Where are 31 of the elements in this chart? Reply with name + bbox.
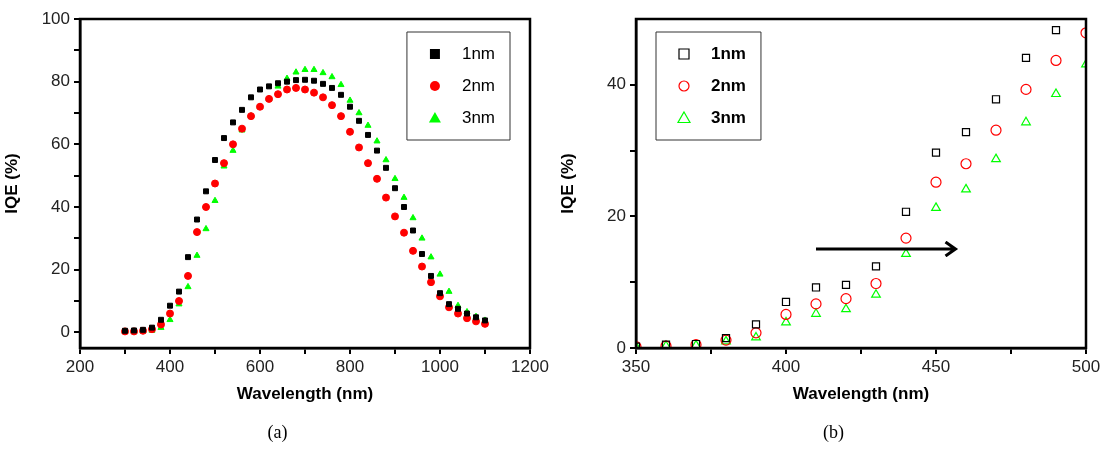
y-tick-label: 0 (616, 337, 626, 357)
legend-label: 1nm (711, 43, 746, 63)
x-tick-label: 350 (621, 356, 651, 376)
x-tick-label: 1000 (421, 356, 459, 376)
x-tick-label: 800 (335, 356, 365, 376)
x-axis-title: Wavelength (nm) (792, 384, 930, 404)
y-tick-label: 0 (60, 322, 70, 342)
x-axis-title: Wavelength (nm) (236, 384, 374, 404)
y-tick-label: 80 (51, 71, 70, 91)
x-tick-label: 500 (1071, 356, 1101, 376)
text: (a) (267, 422, 288, 443)
x-tick-label: 600 (245, 356, 275, 376)
x-tick-label: 400 (771, 356, 801, 376)
y-tick-label: 20 (51, 259, 70, 279)
legend-label: 3nm (711, 107, 746, 127)
text: (b) (823, 422, 844, 443)
x-tick-label: 200 (65, 356, 95, 376)
x-tick-label: 1200 (511, 356, 549, 376)
y-axis-title: IQE (%) (557, 153, 577, 214)
y-tick-label: 40 (607, 74, 626, 94)
x-tick-label: 450 (921, 356, 951, 376)
legend-label: 3nm (461, 107, 496, 127)
legend-label: 1nm (461, 43, 496, 63)
y-tick-label: 20 (607, 206, 626, 226)
y-tick-label: 40 (51, 196, 70, 216)
x-tick-label: 400 (155, 356, 185, 376)
y-tick-label: 100 (41, 8, 70, 28)
y-tick-label: 60 (51, 134, 70, 154)
legend-label: 2nm (461, 75, 496, 95)
legend-label: 2nm (711, 75, 746, 95)
y-axis-title: IQE (%) (1, 153, 21, 214)
